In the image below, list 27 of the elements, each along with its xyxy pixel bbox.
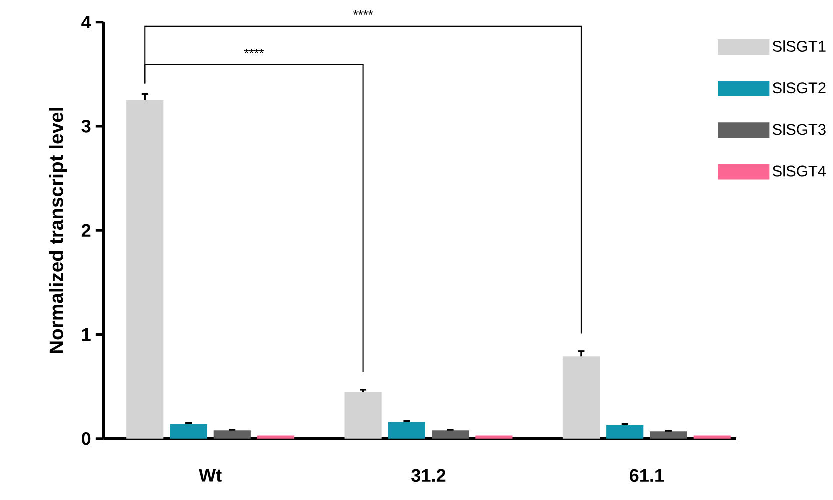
y-axis-title: Normalized transcript level [49, 108, 68, 354]
bar [606, 425, 644, 439]
annotation: **** [244, 48, 264, 54]
bar [694, 436, 731, 439]
y-tick-label: 0 [82, 432, 91, 446]
x-tick-label: Wt [199, 469, 222, 482]
bar [562, 356, 600, 439]
x-tick-label: 31.2 [412, 469, 446, 482]
bar [170, 424, 208, 439]
y-tick-label: 2 [82, 224, 91, 237]
legend-label: SlSGT2 [772, 82, 826, 94]
bar [344, 392, 382, 439]
legend-label: SlSGT1 [772, 40, 826, 52]
bar [126, 100, 164, 439]
legend-label: SlSGT3 [772, 124, 826, 136]
y-tick-label: 3 [82, 120, 91, 133]
y-tick-label: 4 [82, 16, 92, 29]
legend-label: SlSGT4 [772, 165, 826, 177]
bar [476, 436, 513, 439]
bar [257, 436, 295, 439]
text: **** [353, 10, 374, 15]
y-tick-label: 1 [82, 328, 91, 341]
bar [214, 430, 251, 439]
x-tick-label: 61.1 [630, 469, 664, 482]
bar [432, 430, 470, 439]
bar [650, 432, 688, 439]
bar [388, 422, 426, 439]
